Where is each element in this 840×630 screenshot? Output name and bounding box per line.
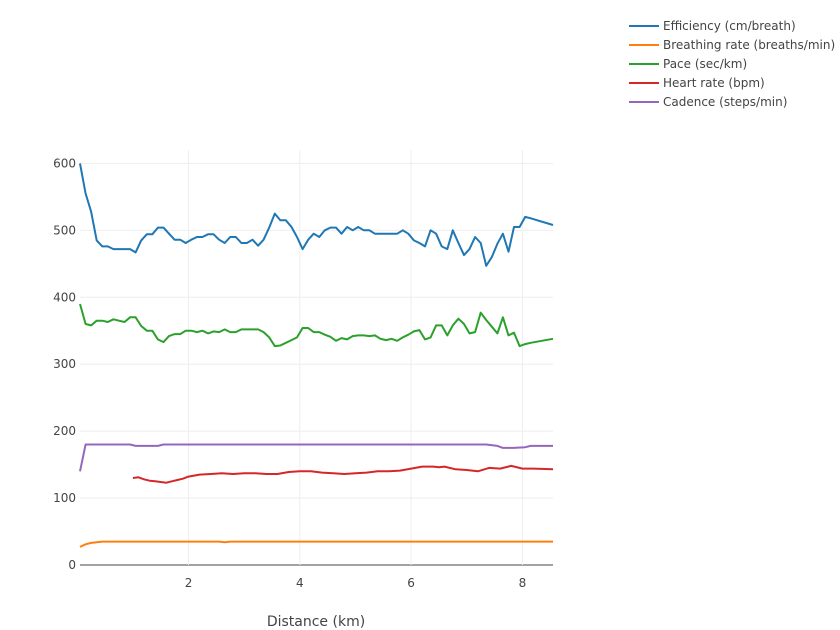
x-tick-label: 6 [407, 576, 415, 590]
series-line-2 [79, 540, 553, 548]
y-axis-ticks: 0 100 200 300 400 500 600 [53, 156, 76, 572]
legend-label: Breathing rate (breaths/min) [663, 38, 835, 52]
legend-label: Efficiency (cm/breath) [663, 19, 796, 33]
legend-item-3[interactable]: Pace (sec/km) [629, 57, 747, 71]
legend-item-4[interactable]: Heart rate (bpm) [629, 76, 765, 90]
series-line-3 [79, 303, 554, 348]
legend-item-2[interactable]: Breathing rate (breaths/min) [629, 38, 835, 52]
grid-lines [80, 150, 553, 566]
legend[interactable]: Efficiency (cm/breath) Breathing rate (br… [629, 19, 835, 109]
series-line-5 [79, 443, 553, 472]
y-tick-label: 600 [53, 156, 76, 170]
x-tick-label: 2 [185, 576, 193, 590]
x-axis-ticks: 2 4 6 8 [185, 576, 527, 590]
x-tick-label: 4 [296, 576, 304, 590]
y-tick-label: 300 [53, 357, 76, 371]
y-tick-label: 400 [53, 290, 76, 304]
legend-label: Cadence (steps/min) [663, 95, 787, 109]
y-tick-label: 100 [53, 491, 76, 505]
x-tick-label: 8 [519, 576, 527, 590]
series-line-1 [79, 163, 554, 267]
y-tick-label: 0 [68, 558, 76, 572]
legend-label: Heart rate (bpm) [663, 76, 765, 90]
legend-label: Pace (sec/km) [663, 57, 747, 71]
series-lines [79, 163, 554, 548]
x-axis-label: Distance (km) [267, 614, 365, 630]
y-tick-label: 200 [53, 424, 76, 438]
series-line-4 [132, 464, 554, 484]
legend-item-5[interactable]: Cadence (steps/min) [629, 95, 787, 109]
legend-item-1[interactable]: Efficiency (cm/breath) [629, 19, 796, 33]
y-tick-label: 500 [53, 223, 76, 237]
